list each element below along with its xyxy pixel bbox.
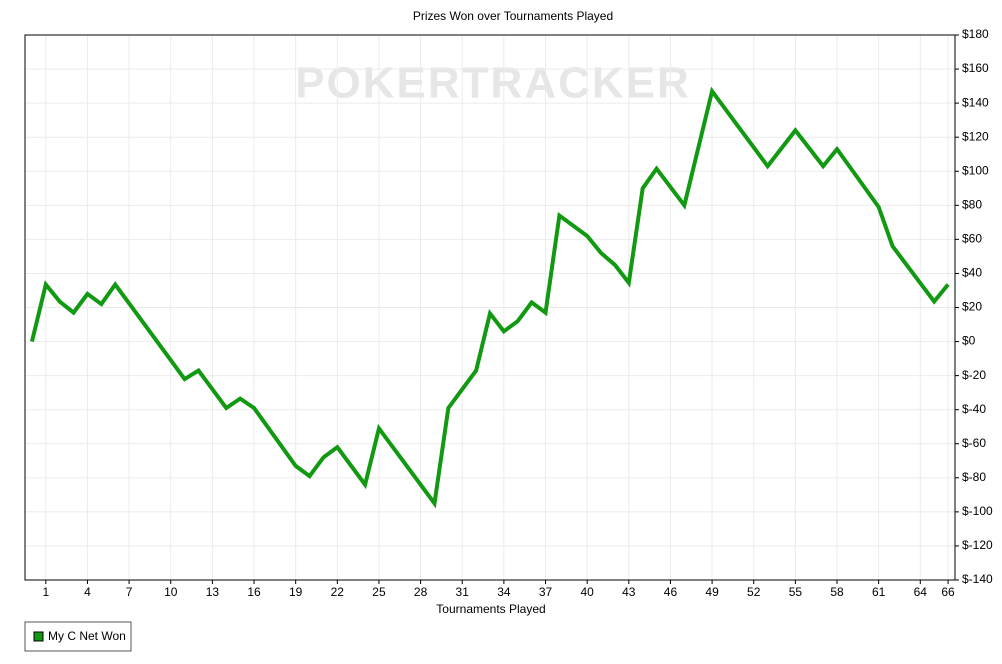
y-tick-label: $80 — [962, 197, 982, 211]
x-tick-label: 31 — [456, 585, 470, 599]
y-tick-label: $-80 — [962, 470, 986, 484]
y-tick-label: $-20 — [962, 368, 986, 382]
x-tick-label: 28 — [414, 585, 428, 599]
y-tick-label: $-140 — [962, 572, 993, 586]
x-tick-label: 55 — [789, 585, 803, 599]
x-tick-label: 43 — [622, 585, 636, 599]
x-tick-label: 25 — [372, 585, 386, 599]
y-tick-label: $180 — [962, 27, 989, 41]
x-tick-label: 4 — [84, 585, 91, 599]
x-tick-label: 16 — [247, 585, 261, 599]
chart-title: Prizes Won over Tournaments Played — [413, 9, 613, 23]
y-tick-label: $160 — [962, 61, 989, 75]
x-tick-label: 66 — [941, 585, 955, 599]
x-tick-label: 13 — [206, 585, 220, 599]
x-tick-label: 40 — [580, 585, 594, 599]
x-axis-label: Tournaments Played — [436, 602, 545, 616]
plot-area — [24, 34, 956, 581]
x-tick-label: 61 — [872, 585, 886, 599]
y-tick-label: $20 — [962, 300, 982, 314]
x-tick-label: 7 — [126, 585, 133, 599]
y-tick-label: $140 — [962, 95, 989, 109]
x-tick-label: 37 — [539, 585, 553, 599]
x-tick-label: 64 — [914, 585, 928, 599]
x-tick-label: 52 — [747, 585, 761, 599]
legend-swatch — [33, 631, 44, 642]
data-line — [29, 86, 950, 509]
x-tick-label: 49 — [705, 585, 719, 599]
y-tick-label: $-60 — [962, 436, 986, 450]
y-tick-label: $40 — [962, 266, 982, 280]
x-tick-label: 46 — [664, 585, 678, 599]
legend: My C Net Won — [24, 621, 132, 652]
y-tick-label: $120 — [962, 129, 989, 143]
y-tick-label: $-100 — [962, 504, 993, 518]
legend-label: My C Net Won — [48, 629, 126, 643]
x-tick-label: 19 — [289, 585, 303, 599]
watermark: POKERTRACKER — [295, 59, 691, 108]
y-tick-label: $0 — [962, 334, 976, 348]
y-tick-label: $60 — [962, 232, 982, 246]
y-tick-label: $100 — [962, 163, 989, 177]
x-tick-label: 22 — [331, 585, 345, 599]
x-tick-label: 10 — [164, 585, 178, 599]
y-tick-label: $-40 — [962, 402, 986, 416]
x-tick-label: 58 — [830, 585, 844, 599]
y-tick-label: $-120 — [962, 538, 993, 552]
x-tick-label: 1 — [42, 585, 49, 599]
x-tick-label: 34 — [497, 585, 511, 599]
